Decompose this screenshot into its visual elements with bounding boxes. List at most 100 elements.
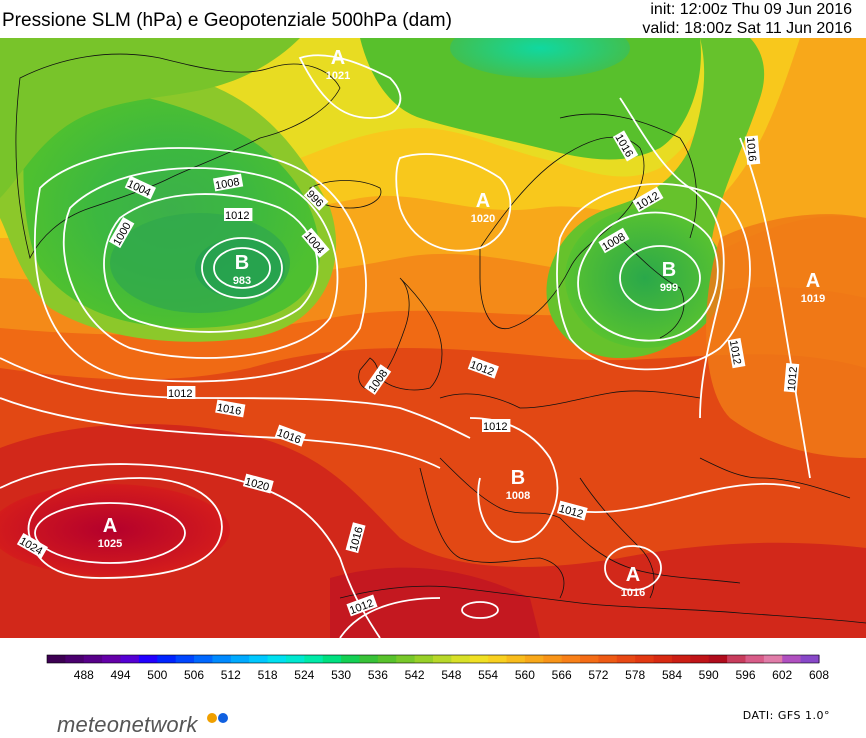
pressure-center-letter: A (103, 515, 117, 537)
scale-outline (46, 654, 820, 664)
scale-swatch (359, 655, 379, 663)
scale-swatch (561, 655, 581, 663)
isobar-label: 1016 (215, 399, 246, 418)
scale-swatch (304, 655, 324, 663)
isobar-label: 1012 (167, 386, 196, 400)
scale-label: 602 (772, 668, 792, 682)
svg-text:1012: 1012 (168, 388, 192, 400)
scale-label: 494 (110, 668, 130, 682)
scale-swatch (83, 655, 103, 663)
scale-swatch (488, 655, 508, 663)
pressure-center-letter: A (476, 190, 490, 212)
scale-swatch (745, 655, 765, 663)
brand-dot (218, 713, 228, 723)
pressure-center-value: 1020 (471, 213, 495, 225)
scale-swatch (138, 655, 158, 663)
scale-swatch (249, 655, 269, 663)
scale-label: 548 (441, 668, 461, 682)
scale-swatch (175, 655, 195, 663)
scale-swatch (433, 655, 452, 663)
svg-text:1012: 1012 (225, 210, 249, 222)
pressure-center-value: 1021 (326, 70, 350, 82)
pressure-center-letter: B (235, 252, 249, 274)
scale-swatch (653, 655, 673, 663)
scale-swatch (322, 655, 342, 663)
isobar-label: 1016 (744, 135, 761, 165)
svg-text:1016: 1016 (216, 402, 242, 418)
pressure-center-value: 1016 (621, 587, 645, 599)
pressure-center-value: 1025 (98, 538, 122, 550)
svg-text:1012: 1012 (483, 421, 507, 433)
pressure-center-letter: A (331, 47, 345, 69)
pressure-center-value: 1019 (801, 293, 825, 305)
scale-swatch (157, 655, 177, 663)
svg-text:1012: 1012 (727, 339, 743, 365)
scale-swatch (763, 655, 783, 663)
scale-label: 500 (147, 668, 167, 682)
scale-swatch (47, 655, 66, 663)
scale-label: 560 (515, 668, 535, 682)
scale-label: 488 (74, 668, 94, 682)
scale-swatch (451, 655, 471, 663)
brand-logo-dots (207, 710, 229, 728)
scale-label: 566 (552, 668, 572, 682)
scale-swatch (782, 655, 802, 663)
scale-label: 512 (221, 668, 241, 682)
svg-text:1012: 1012 (786, 366, 800, 391)
scale-swatch (598, 655, 618, 663)
run-info: init: 12:00z Thu 09 Jun 2016 valid: 18:0… (642, 0, 852, 38)
isobar-label: 1012 (783, 363, 800, 393)
scale-swatch (708, 655, 728, 663)
scale-swatch (267, 655, 287, 663)
pressure-center-value: 1008 (506, 490, 530, 502)
scale-swatch (414, 655, 434, 663)
scale-swatch (377, 655, 397, 663)
scale-label: 590 (699, 668, 719, 682)
scale-swatch (341, 655, 361, 663)
scale-swatch (120, 655, 140, 663)
scale-label: 542 (405, 668, 425, 682)
scale-swatch (212, 655, 232, 663)
scale-swatch (727, 655, 747, 663)
isobar-label: 1008 (212, 173, 244, 192)
data-source: DATI: GFS 1.0° (742, 709, 830, 722)
isobar-label: 1012 (482, 419, 511, 433)
scale-swatch (285, 655, 305, 663)
isobar-label: 1012 (224, 208, 253, 222)
scale-label: 530 (331, 668, 351, 682)
scale-label: 584 (662, 668, 682, 682)
scale-swatch (524, 655, 544, 663)
svg-text:1016: 1016 (744, 137, 758, 162)
scale-label: 578 (625, 668, 645, 682)
scale-swatch (580, 655, 600, 663)
map-title: Pressione SLM (hPa) e Geopotenziale 500h… (2, 10, 452, 31)
svg-text:1008: 1008 (214, 176, 240, 192)
scale-label: 536 (368, 668, 388, 682)
valid-time: valid: 18:00z Sat 11 Jun 2016 (642, 20, 852, 37)
scale-swatch (102, 655, 122, 663)
pressure-center-letter: A (806, 270, 820, 292)
scale-swatch (635, 655, 655, 663)
scale-swatch (800, 655, 820, 663)
scale-label: 506 (184, 668, 204, 682)
scale-swatch (690, 655, 710, 663)
init-time: init: 12:00z Thu 09 Jun 2016 (650, 1, 852, 18)
scale-label: 524 (294, 668, 314, 682)
weather-map: A 1021 B 983 A 1020 B 999 A 1019 A 1025 … (0, 38, 866, 638)
isobar-label: 1012 (727, 337, 746, 369)
pressure-center-letter: A (626, 564, 640, 586)
pressure-center-value: 983 (233, 275, 251, 287)
scale-label: 572 (588, 668, 608, 682)
scale-swatch (396, 655, 416, 663)
scale-swatch (65, 655, 85, 663)
scale-swatch (230, 655, 250, 663)
scale-swatch (469, 655, 489, 663)
brand-logo-text: meteonetwork (57, 712, 198, 737)
scale-swatch (194, 655, 214, 663)
scale-swatch (616, 655, 636, 663)
scale-label: 518 (258, 668, 278, 682)
scale-label: 554 (478, 668, 498, 682)
pressure-center-value: 999 (660, 282, 678, 294)
scale-swatch (543, 655, 563, 663)
pressure-center-letter: B (662, 259, 676, 281)
